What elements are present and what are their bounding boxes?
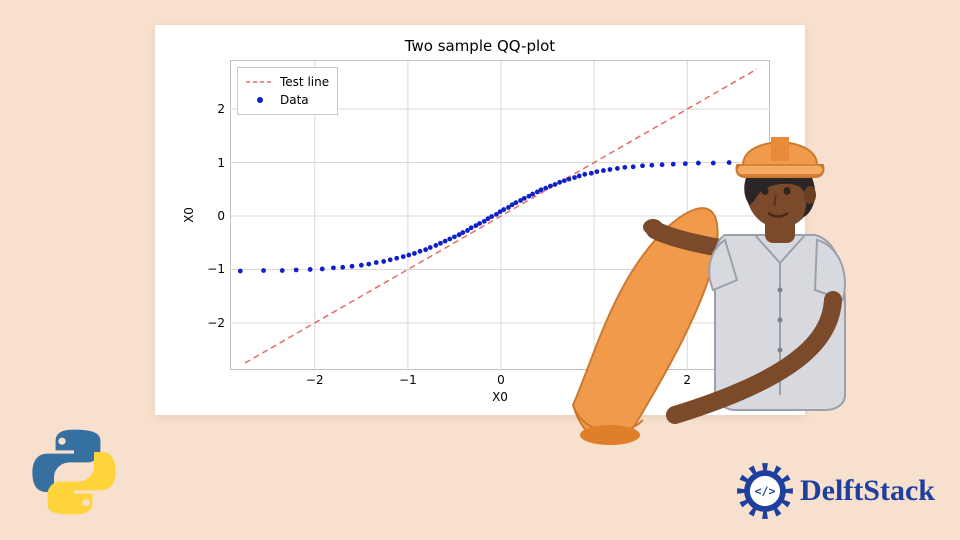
chart-title: Two sample QQ-plot [155,37,805,55]
legend-label: Data [280,93,309,107]
y-tick: 1 [217,156,231,170]
engineer-illustration [555,95,865,499]
y-tick: 2 [217,102,231,116]
y-tick: −1 [207,262,231,276]
legend: Test line Data [237,67,338,115]
y-axis-label: X0 [182,207,196,223]
legend-label: Test line [280,75,329,89]
legend-row-test-line: Test line [246,73,329,91]
x-axis-label: X0 [492,390,508,404]
x-tick: −1 [399,369,417,387]
legend-row-data: Data [246,91,329,109]
legend-line-icon [246,77,274,87]
python-logo-icon [30,428,118,520]
x-tick: −2 [306,369,324,387]
legend-marker-icon [246,95,274,105]
y-tick: 0 [217,209,231,223]
x-tick: 0 [497,369,505,387]
y-tick: −2 [207,316,231,330]
